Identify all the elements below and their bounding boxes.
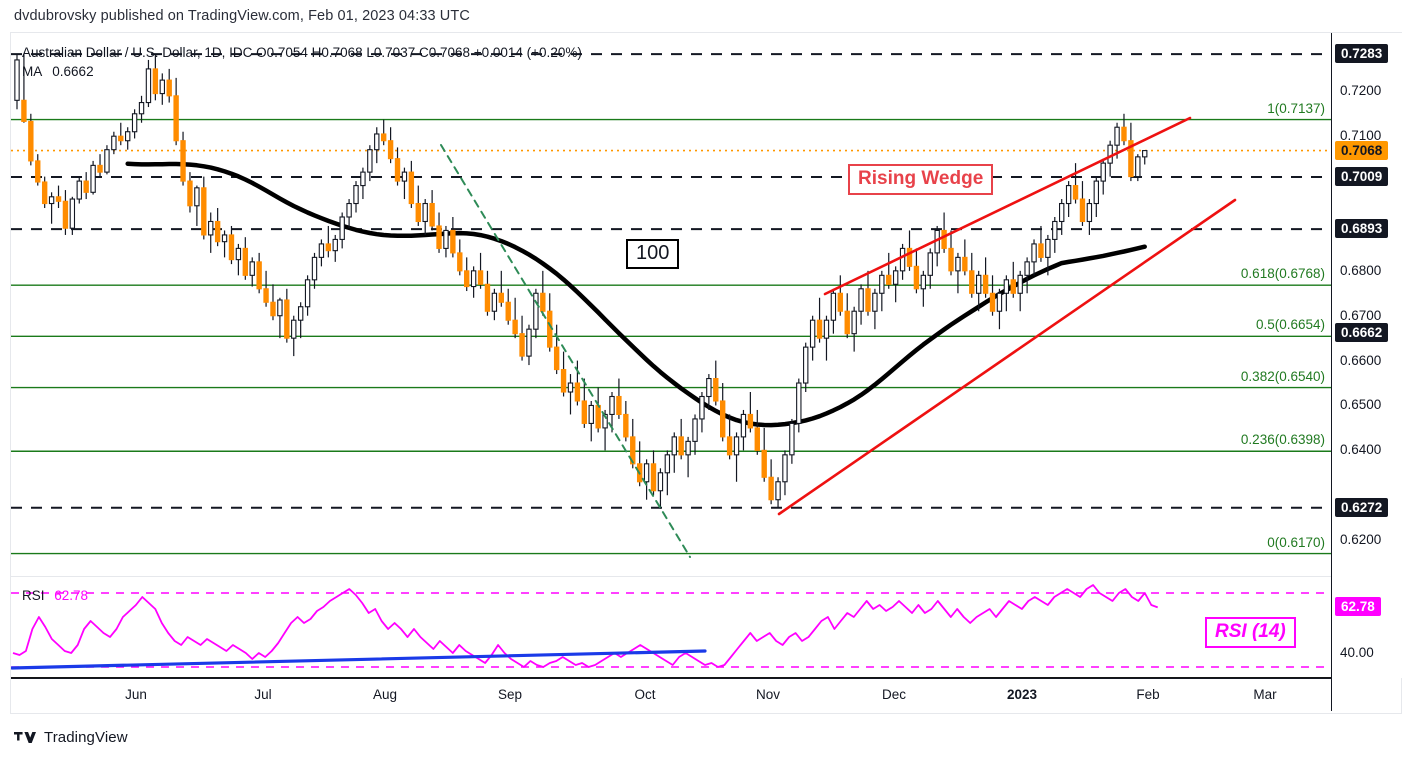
- price-plot: [11, 53, 1331, 558]
- rsi-annotation-box[interactable]: RSI (14): [1205, 617, 1296, 648]
- legend-ma-value: 0.6662: [52, 64, 94, 79]
- legend-ma-label: MA: [22, 64, 42, 79]
- price-axis[interactable]: USD 0.72000.71000.68000.67000.66000.6500…: [1332, 33, 1412, 678]
- price-tick: 0.7200: [1340, 83, 1382, 99]
- time-axis-separator: [11, 678, 1331, 679]
- time-tick: Oct: [634, 687, 656, 702]
- price-level-badge[interactable]: 0.6272: [1335, 497, 1389, 517]
- price-tick: 0.6500: [1340, 397, 1382, 413]
- fib-level-label: 1(0.7137): [1267, 100, 1325, 116]
- fib-level-label: 0.618(0.6768): [1240, 266, 1325, 282]
- pane-divider-bottom: [11, 677, 1401, 678]
- price-level-badge[interactable]: 0.7009: [1335, 167, 1389, 187]
- time-tick: 2023: [1006, 687, 1038, 702]
- legend-symbol-line[interactable]: Australian Dollar / U.S. Dollar, 1D, IDC…: [22, 45, 582, 60]
- chart-legend: Australian Dollar / U.S. Dollar, 1D, IDC…: [22, 44, 582, 80]
- time-tick: Jul: [254, 687, 272, 702]
- time-tick: Aug: [372, 687, 398, 702]
- ma-period-badge[interactable]: 100: [626, 239, 680, 269]
- price-tick: 0.7100: [1340, 128, 1382, 144]
- price-pane[interactable]: [11, 33, 1331, 576]
- fib-level-label: 0.382(0.6540): [1240, 368, 1325, 384]
- tradingview-wordmark: TradingView: [44, 729, 128, 746]
- published-byline: dvdubrovsky published on TradingView.com…: [14, 8, 470, 24]
- rsi-legend-label: RSI: [22, 588, 45, 603]
- fib-level-label: 0.5(0.6654): [1255, 317, 1325, 333]
- time-tick: Feb: [1136, 687, 1160, 702]
- time-tick: Dec: [881, 687, 907, 702]
- price-tick: 0.6400: [1340, 442, 1382, 458]
- price-tick: 0.6800: [1340, 262, 1382, 278]
- rsi-legend[interactable]: RSI 62.78: [22, 588, 88, 603]
- price-level-badge[interactable]: 0.6662: [1335, 322, 1389, 342]
- rsi-value-badge[interactable]: 62.78: [1335, 597, 1381, 617]
- pane-divider-top: [11, 576, 1401, 577]
- rsi-tick: 40.00: [1340, 645, 1374, 660]
- price-tick: 0.6200: [1340, 532, 1382, 548]
- time-tick: Nov: [755, 687, 781, 702]
- price-level-badge[interactable]: 0.7283: [1335, 44, 1389, 64]
- tradingview-logo-icon: [14, 730, 36, 745]
- price-tick: 0.6700: [1340, 307, 1382, 323]
- price-tick: 0.6600: [1340, 352, 1382, 368]
- time-axis[interactable]: Jun Jul Aug Sep Oct Nov Dec 2023 Feb Mar: [11, 679, 1331, 711]
- legend-ma-line[interactable]: MA 0.6662: [22, 63, 582, 80]
- rising-wedge-annotation[interactable]: Rising Wedge: [848, 164, 994, 195]
- price-axis-separator: [1331, 33, 1332, 711]
- fib-level-label: 0.236(0.6398): [1240, 432, 1325, 448]
- tradingview-branding: TradingView: [14, 729, 128, 746]
- time-tick: Mar: [1253, 687, 1277, 702]
- rsi-plot: [11, 584, 1331, 670]
- rsi-legend-value: 62.78: [54, 588, 89, 603]
- time-tick: Jun: [125, 687, 147, 702]
- price-level-badge[interactable]: 0.6893: [1335, 219, 1389, 239]
- fib-level-label: 0(0.6170): [1267, 534, 1325, 550]
- rsi-pane[interactable]: [11, 577, 1331, 677]
- current-price-badge[interactable]: 0.7068: [1335, 140, 1389, 160]
- time-tick: Sep: [497, 687, 523, 702]
- chart-frame: [10, 32, 1402, 714]
